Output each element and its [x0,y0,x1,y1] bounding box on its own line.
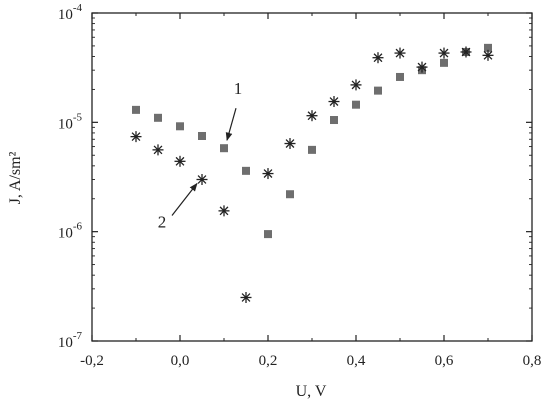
data-point-square [242,166,250,175]
x-tick-label: 0,2 [259,353,278,369]
data-point-square [198,131,206,140]
data-point-square [484,43,492,52]
data-point-asterisk [394,47,406,59]
x-tick-labels: -0,2 0,0 0,2 0,4 0,6 0,8 [80,353,541,369]
data-point-asterisk [328,96,340,108]
data-point-asterisk [438,47,450,59]
y-tick-label: 10-7 [58,330,83,351]
data-point-square [264,230,272,239]
data-point-square [330,116,338,125]
data-point-asterisk [306,110,318,122]
data-point-asterisk [482,49,494,61]
y-tick-label: 10-5 [58,111,83,132]
data-point-square [440,58,448,67]
y-tick-labels: 10-7 10-6 10-5 10-4 [58,2,83,351]
series-2 [130,46,494,303]
data-point-asterisk [174,155,186,167]
data-point-asterisk [460,46,472,58]
data-point-square [132,105,140,114]
y-tick-label: 10-6 [58,221,83,242]
annotation-label: 1 [234,79,243,98]
x-tick-label: 0,6 [435,353,454,369]
data-point-square [374,86,382,95]
data-point-square [176,122,184,131]
data-point-square [396,72,404,81]
series-1 [132,43,492,239]
x-tick-label: 0,8 [523,353,542,369]
data-point-square [220,144,228,153]
x-tick-label: 0,0 [171,353,190,369]
x-tick-label: 0,4 [347,353,366,369]
x-tick-label: -0,2 [80,353,104,369]
data-point-asterisk [240,291,252,303]
axis-ticks [91,12,533,342]
data-point-square [286,190,294,199]
data-point-asterisk [262,168,274,180]
data-point-square [308,145,316,154]
annotations: 12 [158,79,243,231]
data-point-asterisk [372,52,384,64]
data-point-asterisk [218,205,230,217]
plot-area-border [91,12,533,342]
data-point-asterisk [196,174,208,186]
y-axis-title: J, A/sm² [7,151,24,204]
y-tick-label: 10-4 [58,2,83,23]
plot-frame [91,12,533,342]
data-point-asterisk [284,138,296,150]
data-point-square [352,100,360,109]
data-point-square [154,113,162,122]
data-point-asterisk [350,79,362,91]
data-point-asterisk [130,131,142,143]
data-point-asterisk [152,144,164,156]
annotation-arrow [171,182,198,216]
data-series [130,43,494,303]
annotation-label: 2 [158,213,167,232]
data-point-asterisk [416,61,428,73]
annotation-arrow [225,108,237,142]
x-axis-title: U, V [296,383,327,400]
